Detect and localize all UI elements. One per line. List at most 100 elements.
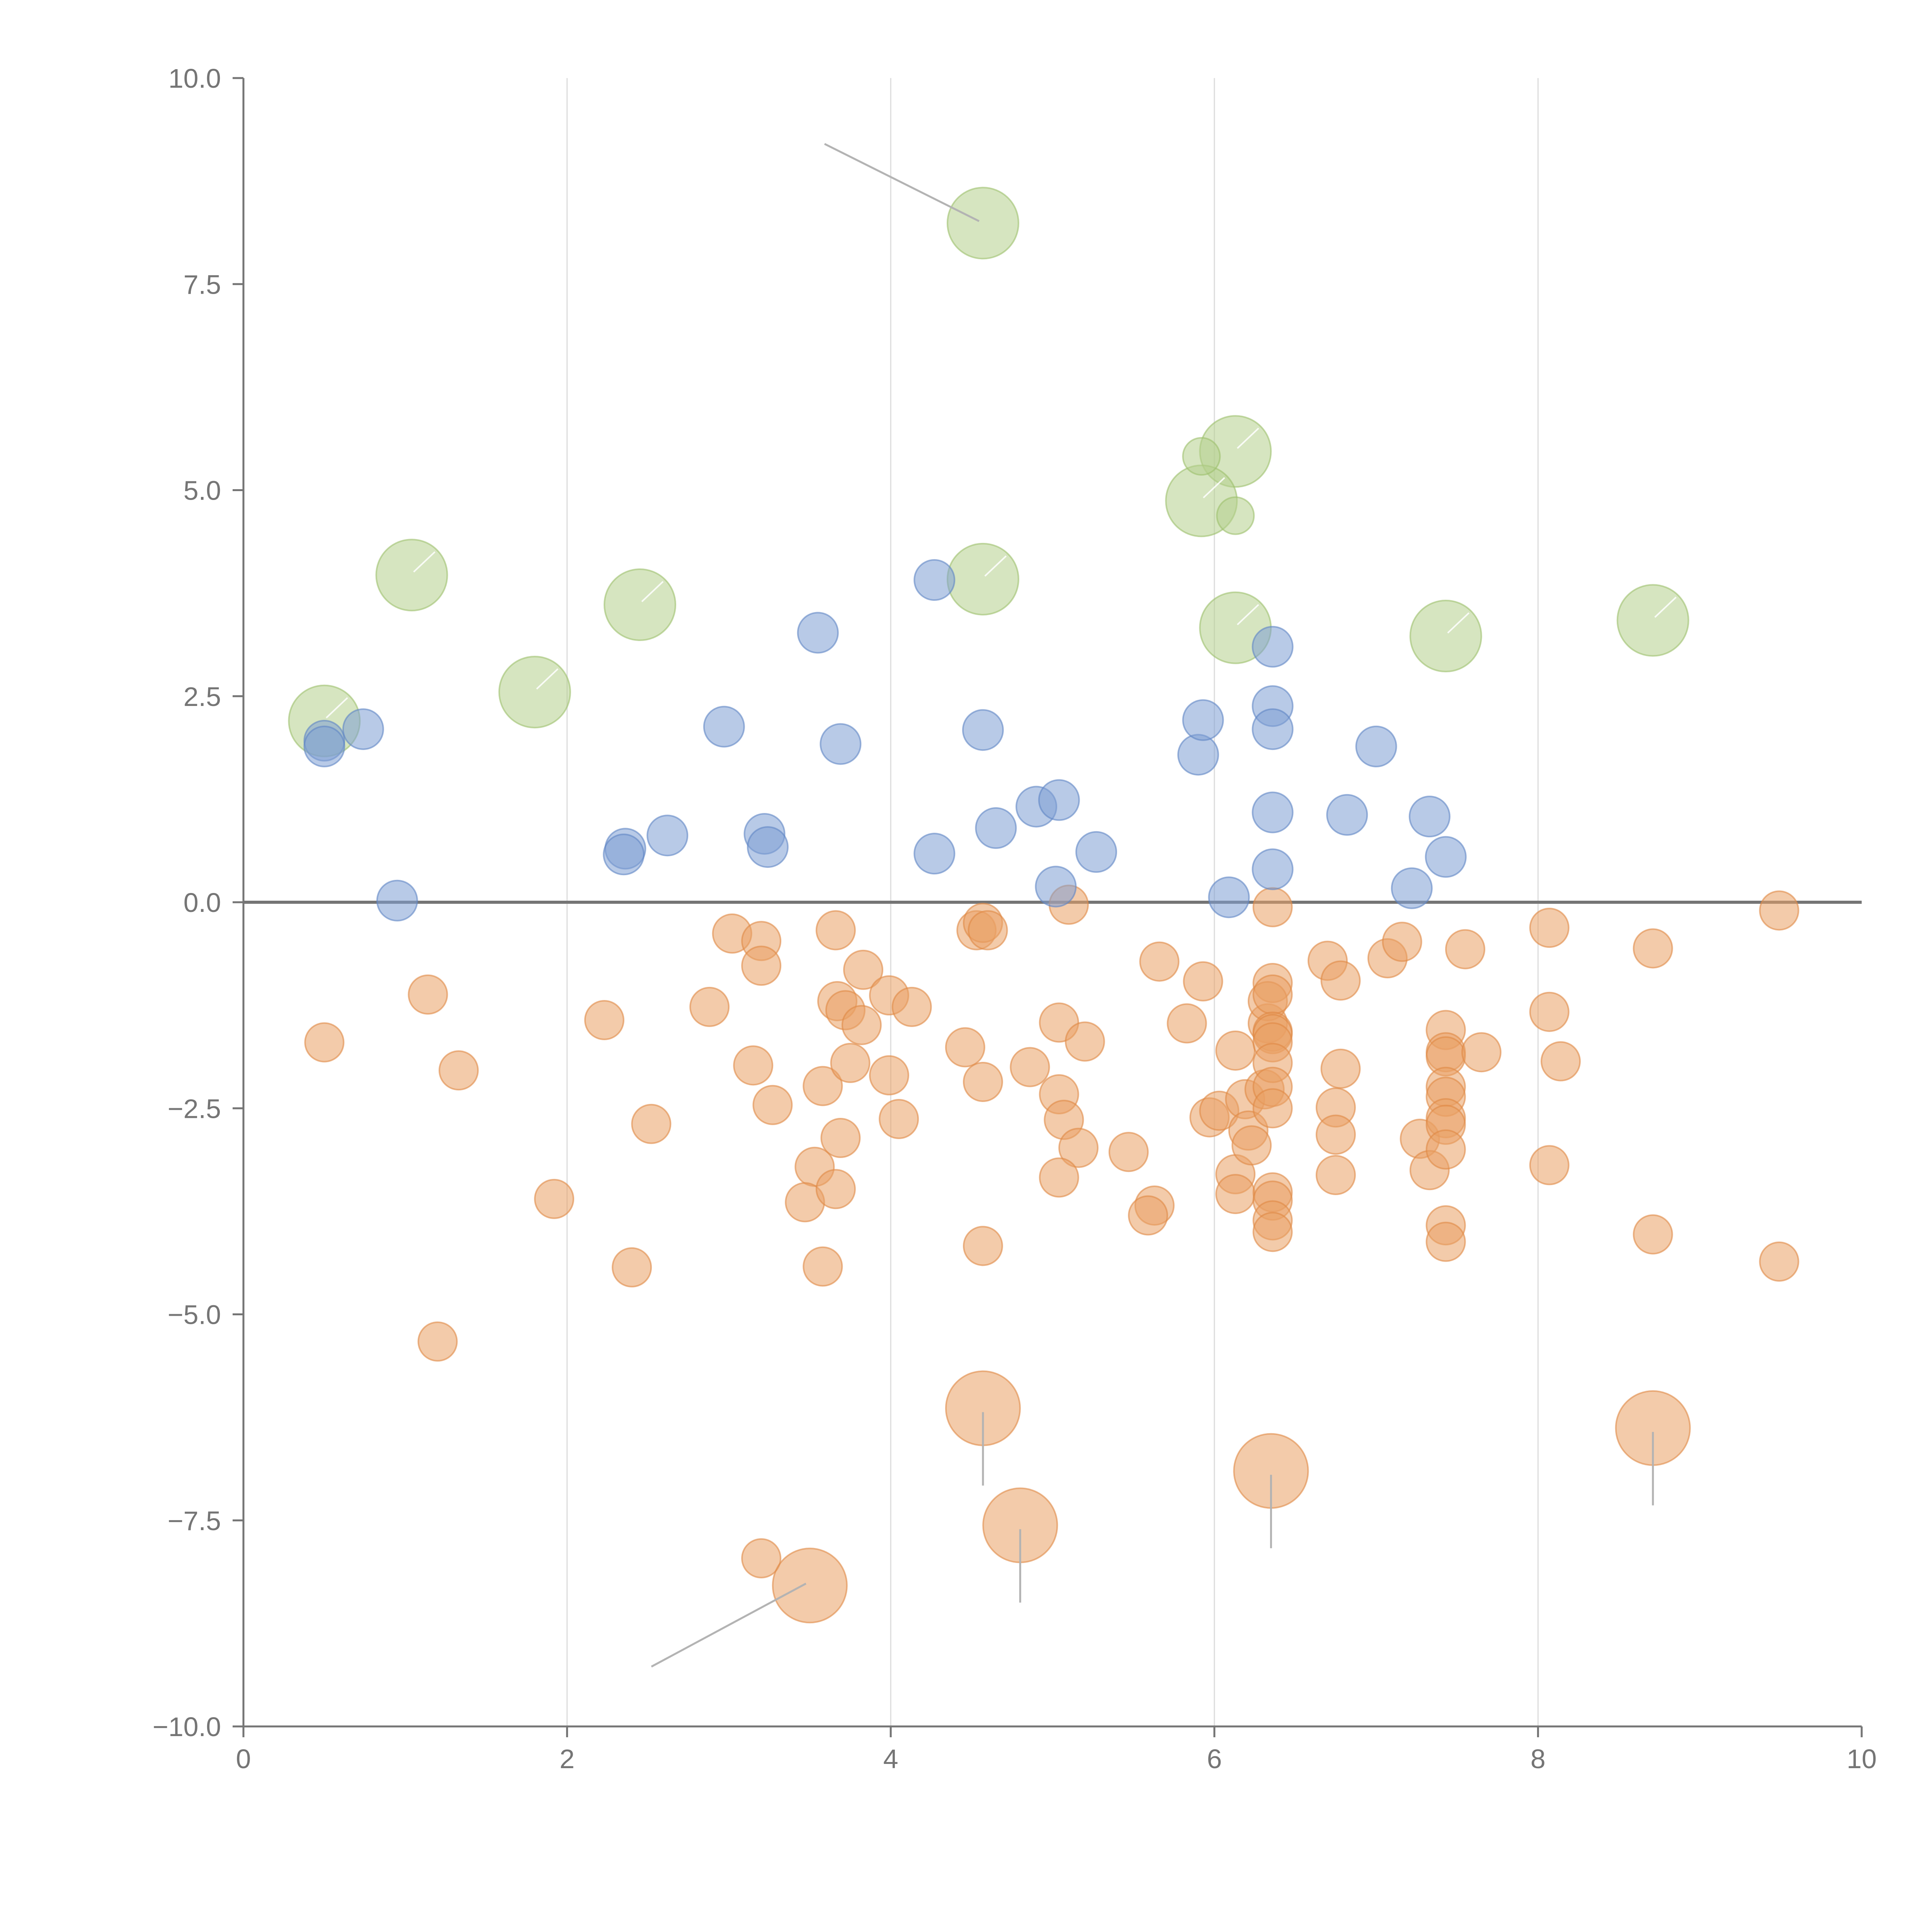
green-point [498, 656, 571, 729]
green-point [946, 543, 1019, 616]
orange-point [1529, 992, 1570, 1032]
green-point [1409, 600, 1482, 673]
orange-point [689, 986, 730, 1027]
orange-point [879, 1099, 919, 1139]
orange-point [612, 1247, 652, 1287]
blue-point [913, 559, 956, 601]
blue-point [603, 833, 645, 876]
orange-point [1252, 974, 1293, 1015]
y-tick-label: −7.5 [168, 1506, 221, 1536]
leader-line [413, 551, 435, 573]
orange-point [815, 1169, 856, 1209]
orange-point [1167, 1003, 1207, 1044]
green-point [375, 539, 448, 612]
orange-point [1139, 941, 1180, 982]
orange-point [1252, 1212, 1293, 1252]
blue-point [975, 807, 1017, 849]
orange-point [963, 1226, 1003, 1266]
leader-line [984, 555, 1007, 577]
blue-point [1391, 867, 1433, 909]
leader-line [536, 668, 559, 690]
y-tick-label: −10.0 [153, 1712, 221, 1742]
orange-point [417, 1321, 458, 1362]
blue-point [797, 612, 839, 654]
orange-point [841, 1005, 882, 1045]
orange-point [815, 910, 856, 951]
orange-point [741, 1538, 782, 1578]
blue-point [342, 708, 384, 750]
orange-point [803, 1246, 843, 1287]
orange-point [1108, 1132, 1149, 1172]
data-points [288, 187, 1799, 1624]
orange-point [1215, 1030, 1256, 1071]
orange-point [891, 986, 932, 1027]
orange-point [1759, 890, 1799, 931]
orange-point [1010, 1047, 1050, 1087]
leader-line [641, 581, 664, 602]
leader-line [326, 697, 348, 719]
y-tick-label: −2.5 [168, 1094, 221, 1124]
orange-point [820, 1118, 861, 1158]
x-tick-label: 2 [560, 1744, 575, 1774]
orange-point [408, 974, 448, 1015]
orange-point [1633, 928, 1673, 969]
blue-point [913, 833, 956, 875]
y-tick-label: 10.0 [168, 63, 221, 94]
x-tick-label: 6 [1207, 1744, 1222, 1774]
orange-point [1215, 1174, 1256, 1214]
orange-point [1382, 922, 1422, 962]
orange-point [803, 1066, 843, 1106]
orange-point [304, 1022, 345, 1063]
blue-point [1326, 794, 1368, 836]
blue-point [962, 709, 1004, 751]
green-small-point [1182, 437, 1221, 476]
orange-point [968, 910, 1008, 951]
leader-line [1202, 477, 1225, 498]
blue-point [1038, 779, 1080, 821]
orange-point [439, 1050, 479, 1091]
orange-point [1445, 929, 1485, 969]
blue-point [747, 826, 789, 868]
blue-point [1075, 831, 1117, 873]
orange-point [1231, 1125, 1272, 1166]
orange-point [1461, 1032, 1502, 1073]
green-point [1616, 584, 1689, 657]
orange-point [1315, 1155, 1356, 1196]
orange-point [584, 1000, 624, 1041]
axes: 0 2 4 6 8 10 −10.0 −7.5 −5.0 −2.5 0.0 2.5 5.0 7.5 10.0 [153, 63, 1877, 1774]
x-tick-label: 8 [1531, 1744, 1546, 1774]
orange-point [741, 946, 782, 986]
y-tick-label: 2.5 [184, 682, 221, 712]
green-small-point [1216, 496, 1255, 535]
orange-point [733, 1045, 774, 1086]
green-point [946, 187, 1019, 260]
blue-point [1252, 626, 1294, 668]
orange-point [869, 1055, 910, 1095]
x-tick-label: 10 [1847, 1744, 1877, 1774]
orange-point [1541, 1041, 1581, 1082]
orange-point [1039, 1157, 1079, 1198]
orange-point [830, 1043, 871, 1083]
blue-point [1408, 796, 1451, 838]
orange-point [843, 949, 884, 990]
blue-point [820, 723, 862, 765]
blue-point [646, 815, 689, 857]
orange-point [1320, 960, 1361, 1001]
blue-point [376, 879, 418, 922]
orange-point [1252, 887, 1293, 927]
leader-line [1236, 604, 1259, 626]
blue-point [1252, 848, 1294, 890]
orange-point [534, 1179, 575, 1219]
orange-point [1058, 1128, 1099, 1168]
orange-point [1128, 1195, 1168, 1236]
blue-point [1035, 866, 1077, 908]
leader-lines [326, 143, 1677, 1668]
blue-point [1208, 876, 1250, 918]
leader-line [1654, 597, 1677, 618]
blue-point [1177, 734, 1219, 776]
orange-point [945, 1027, 985, 1068]
x-tick-label: 4 [883, 1744, 898, 1774]
orange-point [1529, 908, 1570, 948]
orange-point [963, 1061, 1003, 1102]
